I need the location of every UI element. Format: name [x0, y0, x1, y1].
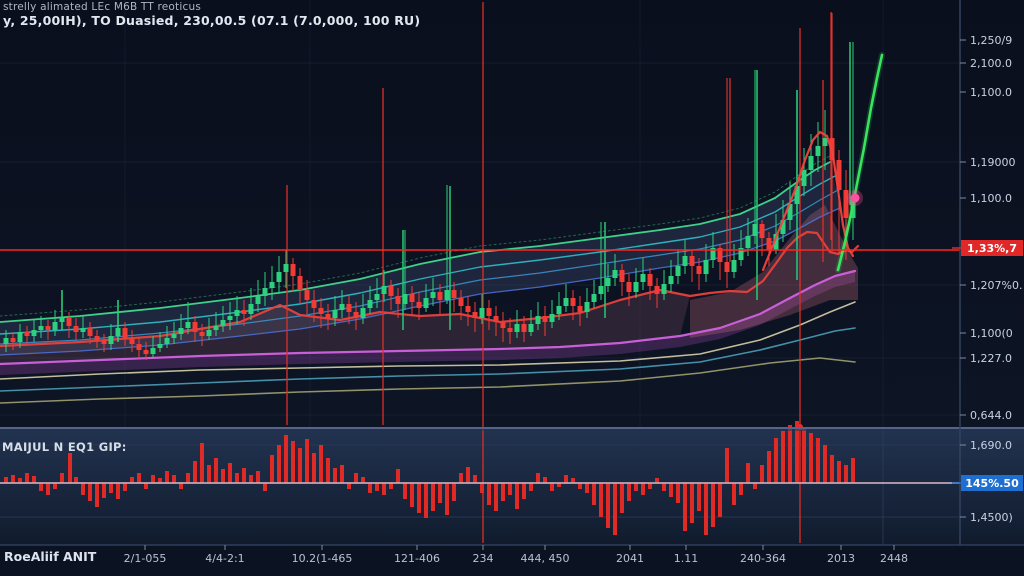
axis-frame — [0, 0, 1024, 546]
time-axis-label: 444, 450 — [521, 552, 570, 565]
overlay-lines — [761, 52, 885, 273]
time-axis-label: 234 — [473, 552, 494, 565]
time-axis-label: 121-406 — [394, 552, 440, 565]
volume-histogram — [0, 421, 960, 535]
price-axis-label: 1,100(0 — [970, 327, 1013, 340]
indicator-band-fills — [0, 162, 858, 375]
price-axis-label: 0,644.0 — [970, 409, 1012, 422]
last-price-badge: 1,33%,7 — [952, 240, 1023, 256]
time-axis-label: 2448 — [880, 552, 908, 565]
candlestick-series — [3, 13, 856, 360]
time-axis-label: 4/4-2:1 — [205, 552, 244, 565]
price-axis-label: 1,227.0 — [970, 352, 1012, 365]
price-axis-label: 1,4500) — [970, 511, 1013, 524]
price-axis-label: 1,207%0. — [970, 279, 1022, 292]
svg-text:1,33%,7: 1,33%,7 — [967, 242, 1017, 255]
svg-text:145%.50: 145%.50 — [965, 477, 1019, 490]
chart-title-line2: y, 25,00IH), TO Duasied, 230,00.5 (07.1 … — [3, 13, 421, 28]
chart-title-line1: strelly alimated LEc M6B TT reoticus — [3, 1, 201, 13]
time-axis-left-label: RoeAliif ANIT — [4, 549, 97, 564]
time-axis-label: 240-364 — [740, 552, 786, 565]
red-vertical-lines — [286, 2, 832, 543]
price-axis[interactable]: 1,250/9 2,100.0 1,100.0 1,19000 1,100.0 1,207… — [952, 34, 1023, 524]
price-axis-label: 1,100.0 — [970, 192, 1012, 205]
indicator-panel-label: MAIJUL N EQ1 GIP: — [2, 440, 127, 454]
price-axis-label: 1,690.0 — [970, 439, 1012, 452]
time-axis-label: 10.2(1-465 — [292, 552, 353, 565]
price-axis-label: 1,100.0 — [970, 86, 1012, 99]
price-axis-label: 1,19000 — [970, 156, 1016, 169]
time-axis-label: 2013 — [827, 552, 855, 565]
price-axis-label: 2,100.0 — [970, 57, 1012, 70]
time-axis-label: 2/1-055 — [124, 552, 167, 565]
indicator-value-badge: 145%.50 — [952, 475, 1023, 491]
time-axis-label: 2041 — [616, 552, 644, 565]
time-axis[interactable]: 2/1-055 4/4-2:1 10.2(1-465 121-406 234 444, 4… — [124, 545, 908, 565]
price-axis-label: 1,250/9 — [970, 34, 1012, 47]
time-axis-label: 1.11 — [674, 552, 699, 565]
